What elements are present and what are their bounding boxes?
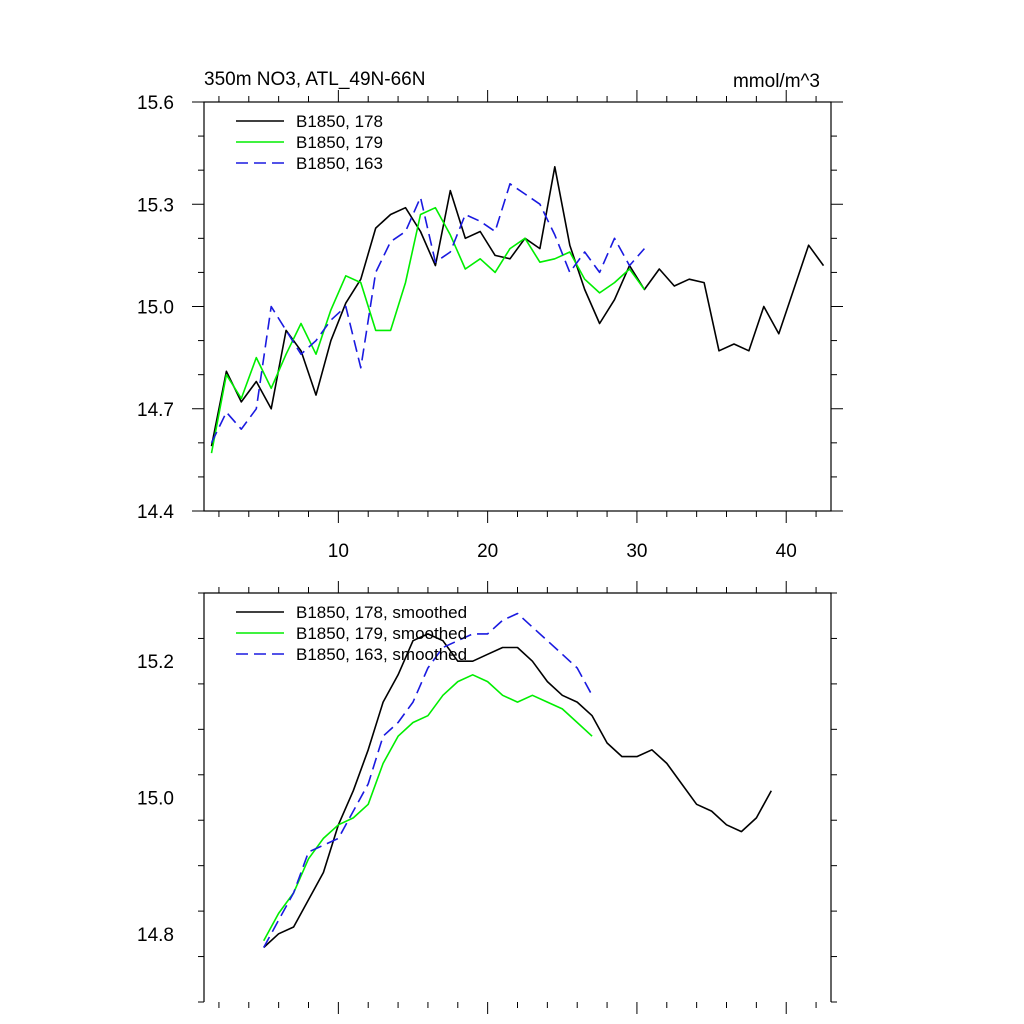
top-panel-ticks: [192, 90, 843, 523]
legend-label: B1850, 178, smoothed: [296, 603, 467, 622]
legend-label: B1850, 179, smoothed: [296, 624, 467, 643]
series-line-s179: [262, 673, 593, 942]
y-tick-label: 14.8: [137, 925, 174, 946]
series-line-s163: [210, 183, 646, 444]
legend-label: B1850, 163, smoothed: [296, 645, 467, 664]
bottom-panel-ticks: [198, 581, 837, 1014]
bottom-panel-tick-labels: 14.8 15.0 15.2: [137, 652, 174, 946]
x-tick-label: 40: [776, 541, 797, 562]
top-panel-series: [210, 166, 825, 454]
top-panel-tick-labels: 14.4 14.7 15.0 15.3 15.6 10 20 30 40: [137, 93, 797, 562]
legend-label: B1850, 163: [296, 154, 383, 173]
y-tick-label: 15.2: [137, 652, 174, 673]
y-tick-label: 15.3: [137, 195, 174, 216]
bottom-panel: 14.815.015.2 B1850, 178, smoothedB1850, …: [137, 581, 837, 1014]
x-tick-label: 30: [626, 541, 647, 562]
units-label: mmol/m^3: [733, 71, 820, 92]
top-panel-legend: B1850, 178 B1850, 179 B1850, 163: [236, 112, 383, 173]
top-panel-frame: [203, 101, 832, 512]
series-line-s179: [210, 206, 646, 454]
y-tick-label: 14.7: [137, 400, 174, 421]
y-tick-label: 15.6: [137, 93, 174, 114]
legend-label: B1850, 178: [296, 112, 383, 131]
legend-label: B1850, 179: [296, 133, 383, 152]
chart-title: 350m NO3, ATL_49N-66N: [204, 69, 425, 90]
y-tick-label: 14.4: [137, 502, 174, 523]
x-tick-label: 20: [477, 541, 498, 562]
series-line-s178: [210, 166, 825, 447]
y-tick-label: 15.0: [137, 789, 174, 810]
bottom-panel-frame: [203, 592, 832, 1002]
x-tick-label: 10: [328, 541, 349, 562]
series-line-s178: [263, 633, 773, 949]
top-panel: 14.414.715.015.315.610 20 30 40 B1850, 178B…: [137, 90, 843, 562]
series-line-s163: [262, 612, 593, 948]
bottom-panel-legend: B1850, 178, smoothed B1850, 179, smoothed…: [236, 603, 467, 664]
bottom-panel-series: [262, 612, 773, 949]
y-tick-label: 15.0: [137, 298, 174, 319]
